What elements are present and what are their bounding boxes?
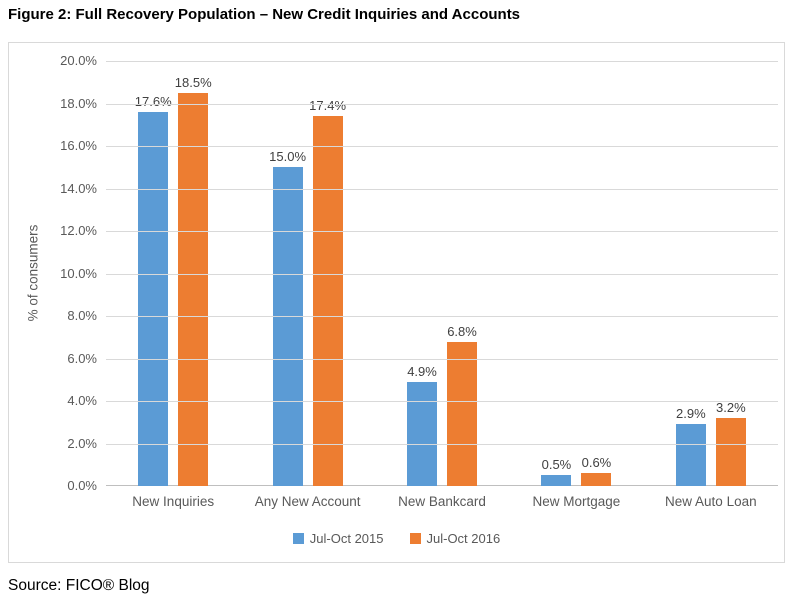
x-category-label: New Mortgage (532, 494, 621, 509)
y-tick-label: 14.0% (60, 180, 97, 196)
bar-data-label: 0.6% (581, 455, 612, 471)
x-category-label: Any New Account (254, 494, 361, 509)
gridline (106, 103, 778, 105)
legend: Jul-Oct 2015 Jul-Oct 2016 (9, 531, 784, 546)
bar-group: 2.9% 3.2% (644, 61, 778, 486)
bar-data-label: 17.4% (309, 98, 347, 114)
bar-data-label: 17.6% (134, 94, 172, 109)
y-tick-label: 4.0% (67, 393, 97, 408)
x-category-label: New Bankcard (398, 494, 486, 509)
bars-layer: 17.6% 18.5% 15.0% 17.4% 4.9% 6.8% 0.5% 0.6% 2.9%… (106, 61, 778, 486)
bar-data-label: 6.8% (447, 323, 477, 339)
figure-title: Figure 2: Full Recovery Population – New… (8, 6, 521, 23)
legend-label: Jul-Oct 2015 (309, 531, 384, 546)
bar: 17.4% (309, 98, 346, 486)
y-tick-label: 18.0% (60, 95, 97, 111)
source-attribution: Source: FICO® Blog (8, 577, 150, 594)
gridline (106, 273, 778, 275)
gridline (106, 401, 778, 402)
bar: 0.6% (581, 455, 612, 486)
gridline (106, 316, 778, 317)
gridline (106, 231, 778, 232)
y-tick-label: 10.0% (60, 265, 97, 281)
chart-container: % of consumers 0.0% 2.0% 4.0% 6.0% 8.0% 10.0%… (8, 42, 785, 563)
gridline (106, 146, 778, 147)
gridline (106, 61, 778, 62)
x-category-label: New Inquiries (132, 494, 215, 509)
bar-group: 0.5% 0.6% (509, 61, 643, 486)
bar-data-label: 18.5% (174, 74, 212, 90)
x-axis-line (106, 485, 778, 486)
gridline (106, 358, 778, 360)
legend-label: Jul-Oct 2016 (426, 531, 501, 546)
plot-area: 17.6% 18.5% 15.0% 17.4% 4.9% 6.8% 0.5% 0.6% 2.9%… (106, 61, 778, 486)
bar-data-label: 0.5% (541, 457, 572, 473)
y-tick-label: 16.0% (60, 138, 97, 153)
bar: 3.2% (715, 400, 746, 486)
bar: 18.5% (175, 75, 212, 486)
gridline (106, 443, 778, 445)
bar: 17.6% (135, 94, 172, 486)
legend-item: Jul-Oct 2016 (409, 531, 501, 546)
gridline (106, 188, 778, 190)
bar: 6.8% (447, 324, 478, 486)
y-tick-label: 2.0% (67, 435, 97, 451)
x-category-label: New Auto Loan (665, 494, 757, 509)
bar: 2.9% (675, 406, 706, 486)
legend-item: Jul-Oct 2015 (292, 531, 384, 546)
bar-data-label: 2.9% (676, 406, 706, 422)
bar-data-label: 15.0% (269, 149, 307, 165)
bar-data-label: 3.2% (716, 400, 746, 415)
bar-group: 15.0% 17.4% (240, 61, 374, 486)
y-tick-label: 8.0% (67, 308, 97, 323)
x-axis-category-labels: New Inquiries Any New Account New Bankcard… (106, 494, 778, 509)
bar-group: 4.9% 6.8% (375, 61, 509, 486)
bar: 4.9% (407, 364, 438, 486)
y-tick-label: 20.0% (60, 53, 97, 68)
y-tick-label: 6.0% (67, 350, 97, 366)
y-tick-label: 0.0% (67, 478, 97, 493)
bar: 15.0% (269, 149, 306, 486)
bar-group: 17.6% 18.5% (106, 61, 240, 486)
legend-marker-icon (409, 533, 421, 544)
legend-marker-icon (292, 533, 304, 544)
bar-data-label: 4.9% (407, 363, 437, 379)
y-tick-label: 12.0% (60, 223, 97, 238)
bar: 0.5% (541, 457, 572, 486)
